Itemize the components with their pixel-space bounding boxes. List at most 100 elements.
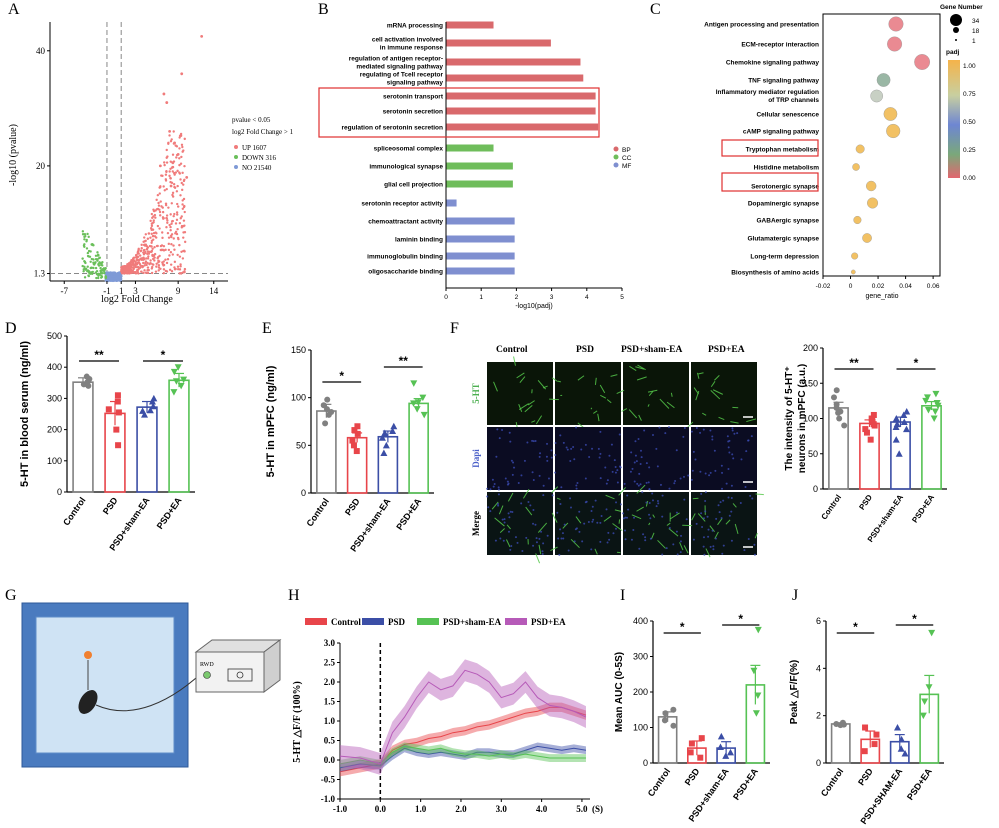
fiber [537,379,546,390]
fiber [594,377,597,385]
point-down [92,258,95,261]
category-label: GABAergic synapse [757,218,820,225]
point-up [170,222,173,225]
nucleus [701,525,704,528]
highlight-box [318,87,600,138]
nucleus [651,433,654,436]
point-up [155,244,159,248]
nucleus [507,530,510,533]
nucleus [575,487,578,490]
nucleus [512,461,515,464]
nucleus [486,487,489,490]
microscopy-image [691,427,757,490]
microscopy-grid: Control PSD PSD+sham-EA PSD+EA 5-HT Dapi Merge [471,345,764,564]
highlight-box [721,139,819,157]
nucleus [657,502,660,505]
y-tick-label: 150 [291,345,306,355]
nucleus [645,481,648,484]
fiber [666,522,671,526]
nucleus [727,446,730,449]
nucleus [605,482,608,485]
fiber [659,398,670,409]
point-down [86,232,89,236]
point-up [143,248,146,252]
x-tick-label: 2 [515,294,519,301]
microscopy-image [487,492,553,555]
point-down [90,272,94,276]
point-up [169,225,172,229]
point-down [94,254,98,258]
nucleus [711,435,714,438]
y-tick-label: 2.0 [324,677,336,687]
data-point [754,692,762,700]
point-up [136,256,139,259]
nucleus [599,521,602,524]
y-axis-label: 5-HT △F/F (100%) [292,681,303,763]
fiber [550,546,558,552]
point-down [98,256,102,259]
data-point [931,408,939,415]
data-point [923,394,931,401]
bar [446,58,581,66]
fiber [614,509,622,512]
point-up [159,267,162,270]
y-tick-label: 0 [57,487,62,497]
fiber [734,523,739,535]
fiber [562,522,569,529]
nucleus [503,521,506,524]
point-up [182,219,186,222]
nucleus [702,536,705,539]
x-tick-label: 5.0 [576,804,588,814]
point-up [152,208,155,211]
volcano-plot: -7 -1 1 3 9 14 1.3 20 40 log2 Fold Change -log10 (… [8,22,294,305]
data-point [871,741,878,748]
size-legend-swatch [953,27,959,33]
x-tick-label: 1 [119,286,124,296]
nucleus [532,509,535,512]
data-point [380,449,388,456]
point-up [139,254,142,257]
nucleus [496,428,499,431]
point-up [176,227,179,231]
microscopy-image [691,362,757,425]
point-up [168,129,172,133]
nucleus [655,505,658,508]
nucleus [573,458,576,461]
point-up [134,260,137,263]
point-up [185,176,189,179]
point-up [165,214,169,217]
nucleus [635,460,638,463]
nucleus [554,471,557,474]
point-up [130,264,133,267]
nucleus [665,547,668,550]
point-up [161,231,164,234]
fiber [505,539,511,548]
point-up [169,263,173,266]
nucleus [711,438,714,441]
nucleus [523,459,526,462]
y-tick-label: 0 [816,758,821,768]
nucleus [736,432,739,435]
point-up [144,271,148,274]
nucleus [683,498,686,501]
nucleus [509,548,512,551]
point-up [172,244,175,247]
nucleus [562,537,565,540]
point-down [99,266,102,270]
point-down [104,275,107,278]
nucleus [534,440,537,443]
y-tick-label: 300 [47,393,62,403]
data-point [895,450,903,457]
nucleus [632,528,635,531]
point-up [154,270,158,273]
nucleus [560,537,563,540]
nucleus [612,532,615,535]
point-up [137,261,141,264]
point-up [150,250,153,254]
bubble [850,269,856,275]
point-no [115,273,119,277]
fiber [556,497,561,500]
point-up [143,236,146,239]
nucleus [673,482,676,485]
point-up [178,171,181,174]
